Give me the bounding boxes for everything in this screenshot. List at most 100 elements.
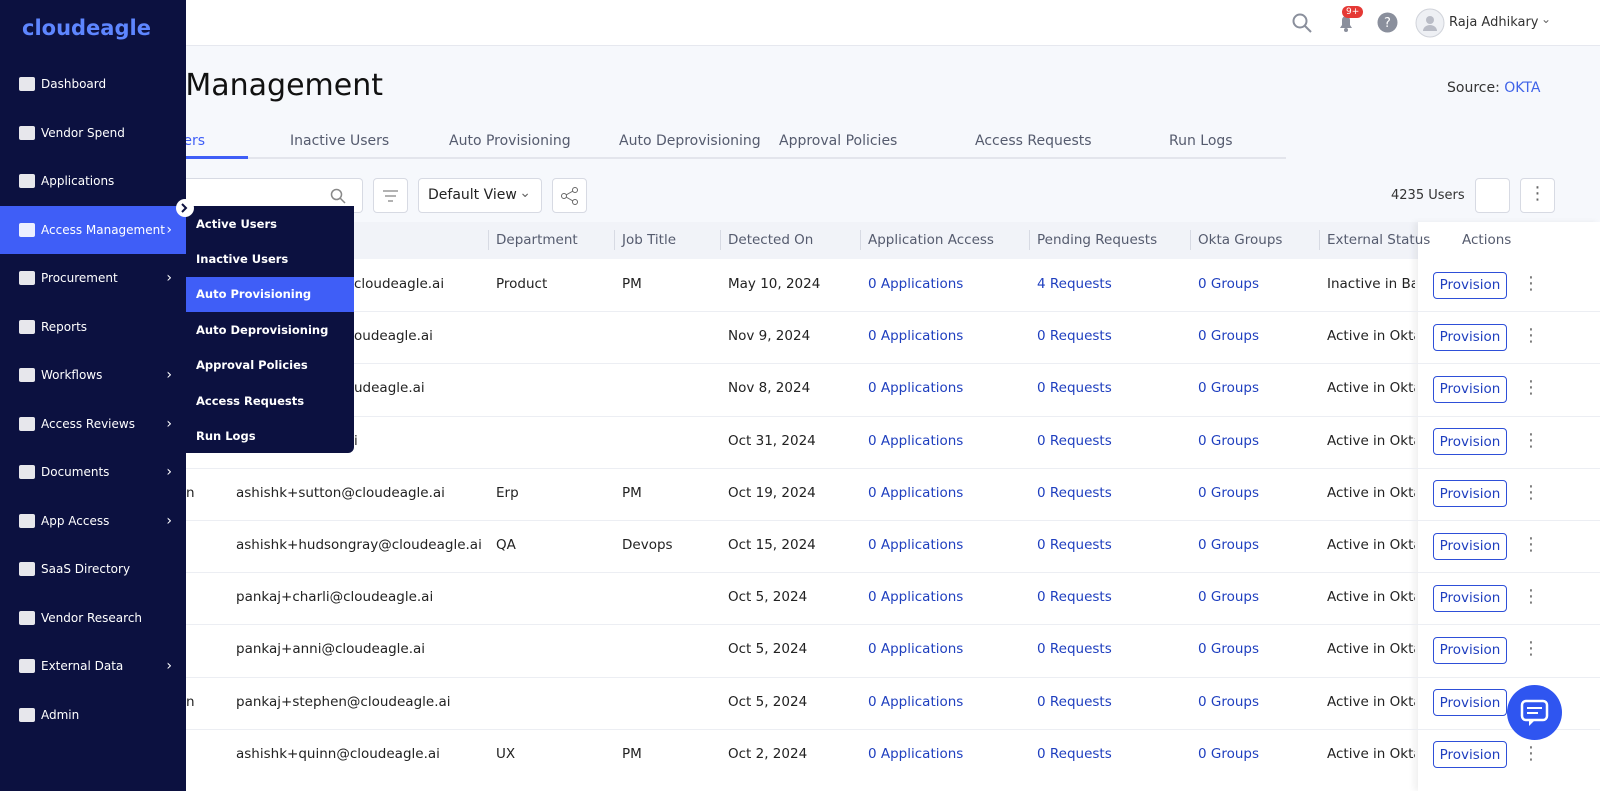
- nav-item[interactable]: Access Management ›: [0, 205, 186, 254]
- submenu-item[interactable]: Approval Policies: [196, 358, 308, 373]
- user-name[interactable]: Raja Adhikary: [1449, 15, 1539, 30]
- cell-apps[interactable]: 0 Applications: [868, 537, 964, 553]
- cell-groups[interactable]: 0 Groups: [1198, 641, 1260, 658]
- provision-button[interactable]: Provision: [1433, 532, 1507, 560]
- more-button[interactable]: ⋮: [1520, 178, 1555, 213]
- provision-button[interactable]: Provision: [1433, 428, 1507, 456]
- help-icon[interactable]: ?: [1377, 12, 1398, 33]
- external-status: Active in Okta: [1327, 484, 1415, 501]
- cell-groups[interactable]: 0 Groups: [1198, 328, 1260, 345]
- cell-requests[interactable]: 0 Requests: [1037, 693, 1112, 710]
- provision-button[interactable]: Provision: [1433, 271, 1507, 299]
- nav-item[interactable]: App Access ›: [0, 497, 186, 545]
- provision-button[interactable]: Provision: [1433, 480, 1507, 508]
- nav-label: Applications: [41, 174, 115, 188]
- cell-groups[interactable]: 0 Groups: [1198, 589, 1260, 606]
- row-menu[interactable]: ⋮: [1522, 742, 1540, 764]
- cell-department: Product: [496, 276, 548, 292]
- source: Source: OKTA: [1447, 80, 1540, 96]
- cell-groups[interactable]: 0 Groups: [1198, 432, 1260, 449]
- collapse-button[interactable]: [175, 198, 195, 218]
- submenu-item[interactable]: Inactive Users: [196, 251, 289, 266]
- cell-apps[interactable]: 0 Applications: [868, 328, 964, 345]
- user-email: ashishk+quinn@cloudeagle.ai: [236, 745, 440, 762]
- submenu-item[interactable]: Access Requests: [196, 393, 305, 408]
- cell-groups[interactable]: 0 Groups: [1198, 380, 1260, 397]
- provision-button[interactable]: Provision: [1433, 689, 1507, 717]
- provision-button[interactable]: Provision: [1433, 741, 1507, 769]
- external-status: Active in Okta: [1327, 589, 1415, 606]
- user-email: pankaj+charli@cloudeagle.ai: [236, 589, 434, 606]
- cell-requests[interactable]: 0 Requests: [1037, 380, 1112, 397]
- columns-button[interactable]: [1475, 178, 1510, 213]
- nav-item[interactable]: Procurement ›: [0, 254, 186, 302]
- cell-groups[interactable]: 0 Groups: [1198, 693, 1260, 710]
- provision-button[interactable]: Provision: [1433, 636, 1507, 664]
- row-menu[interactable]: ⋮: [1522, 586, 1540, 608]
- nav-item[interactable]: Access Reviews ›: [0, 400, 186, 448]
- cell-requests[interactable]: 0 Requests: [1037, 484, 1112, 501]
- filter-button[interactable]: [373, 178, 408, 213]
- column-header: Job Title: [622, 232, 677, 248]
- tab[interactable]: Auto Provisioning: [449, 133, 571, 149]
- nav-item[interactable]: Applications: [0, 157, 186, 205]
- cell-groups[interactable]: 0 Groups: [1198, 484, 1260, 501]
- cell-apps[interactable]: 0 Applications: [868, 484, 964, 501]
- cell-apps[interactable]: 0 Applications: [868, 641, 964, 658]
- provision-button[interactable]: Provision: [1433, 584, 1507, 612]
- cell-requests[interactable]: 0 Requests: [1037, 328, 1112, 345]
- row-menu[interactable]: ⋮: [1522, 481, 1540, 503]
- external-status: Active in Okta: [1327, 693, 1415, 710]
- nav-item[interactable]: Admin: [0, 691, 186, 739]
- cell-apps[interactable]: 0 Applications: [868, 693, 964, 710]
- view-select[interactable]: Default View ⌄: [418, 178, 542, 213]
- avatar[interactable]: [1415, 8, 1445, 38]
- provision-button[interactable]: Provision: [1433, 375, 1507, 403]
- nav-item[interactable]: Reports: [0, 303, 186, 351]
- row-menu[interactable]: ⋮: [1522, 534, 1540, 555]
- cell-apps[interactable]: 0 Applications: [868, 745, 964, 762]
- submenu-item[interactable]: Active Users: [196, 216, 277, 231]
- cell-groups[interactable]: 0 Groups: [1198, 745, 1260, 762]
- tab[interactable]: Run Logs: [1169, 133, 1233, 149]
- cell-requests[interactable]: 0 Requests: [1037, 589, 1112, 606]
- nav-item[interactable]: Vendor Spend: [0, 109, 186, 157]
- row-menu[interactable]: ⋮: [1522, 429, 1540, 451]
- cell-requests[interactable]: 0 Requests: [1037, 432, 1112, 449]
- logo[interactable]: cloudeagle: [22, 16, 151, 40]
- row-menu[interactable]: ⋮: [1522, 273, 1540, 294]
- submenu-item[interactable]: Run Logs: [196, 428, 256, 443]
- tab[interactable]: Auto Deprovisioning: [619, 133, 761, 149]
- row-menu[interactable]: ⋮: [1522, 638, 1540, 660]
- nav-item[interactable]: SaaS Directory: [0, 545, 186, 593]
- submenu-item[interactable]: Auto Deprovisioning: [196, 322, 329, 337]
- chat-button[interactable]: [1507, 685, 1562, 740]
- tab[interactable]: Access Requests: [975, 133, 1092, 149]
- row-menu[interactable]: ⋮: [1522, 325, 1540, 347]
- nav-item[interactable]: Workflows ›: [0, 351, 186, 399]
- cell-apps[interactable]: 0 Applications: [868, 380, 964, 397]
- nav-item[interactable]: External Data ›: [0, 642, 186, 690]
- row-menu[interactable]: ⋮: [1522, 377, 1540, 399]
- search-icon[interactable]: [1291, 12, 1313, 34]
- nav-item[interactable]: Documents ›: [0, 448, 186, 496]
- nav-item[interactable]: Vendor Research: [0, 594, 186, 642]
- cell-requests[interactable]: 0 Requests: [1037, 537, 1112, 553]
- cell-groups[interactable]: 0 Groups: [1198, 537, 1260, 553]
- bell-icon[interactable]: [1336, 13, 1356, 33]
- cell-groups[interactable]: 0 Groups: [1198, 276, 1260, 292]
- cell-apps[interactable]: 0 Applications: [868, 589, 964, 606]
- provision-button[interactable]: Provision: [1433, 323, 1507, 351]
- cell-requests[interactable]: 0 Requests: [1037, 641, 1112, 658]
- tab[interactable]: Inactive Users: [290, 133, 390, 149]
- cell-apps[interactable]: 0 Applications: [868, 432, 964, 449]
- submenu-item[interactable]: Auto Provisioning: [186, 276, 354, 312]
- cell-requests[interactable]: 4 Requests: [1037, 276, 1112, 292]
- share-button[interactable]: [552, 178, 587, 213]
- cell-apps[interactable]: 0 Applications: [868, 276, 964, 292]
- source-value[interactable]: OKTA: [1504, 80, 1541, 96]
- nav-item[interactable]: Dashboard: [0, 60, 186, 108]
- column-header: Pending Requests: [1037, 232, 1158, 248]
- cell-requests[interactable]: 0 Requests: [1037, 745, 1112, 762]
- tab[interactable]: Approval Policies: [779, 133, 898, 149]
